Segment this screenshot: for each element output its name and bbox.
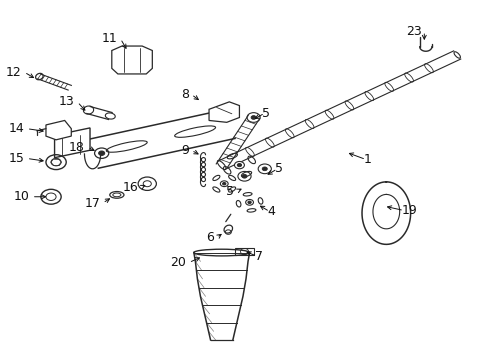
Text: 23: 23 — [405, 24, 421, 38]
Circle shape — [222, 183, 225, 185]
Circle shape — [237, 163, 241, 167]
Circle shape — [250, 116, 256, 120]
Circle shape — [262, 167, 267, 171]
Text: 5: 5 — [262, 107, 270, 120]
Text: 16: 16 — [122, 181, 138, 194]
Text: 12: 12 — [6, 66, 21, 78]
Circle shape — [245, 199, 253, 205]
Text: 5: 5 — [274, 162, 283, 175]
Polygon shape — [208, 102, 239, 122]
Text: 14: 14 — [8, 122, 24, 135]
Circle shape — [247, 201, 251, 203]
Text: 8: 8 — [181, 88, 188, 101]
Text: 19: 19 — [401, 204, 416, 217]
Text: 11: 11 — [102, 32, 118, 45]
Circle shape — [242, 174, 246, 178]
Text: 10: 10 — [13, 190, 29, 203]
Text: 18: 18 — [69, 141, 85, 154]
Text: 17: 17 — [84, 197, 100, 210]
Polygon shape — [112, 46, 152, 74]
Polygon shape — [55, 128, 90, 158]
Text: 1: 1 — [363, 153, 371, 166]
Polygon shape — [46, 121, 71, 140]
Text: 9: 9 — [181, 144, 188, 157]
Circle shape — [99, 151, 104, 156]
Text: 15: 15 — [8, 152, 24, 165]
Circle shape — [220, 181, 228, 186]
Text: 20: 20 — [170, 256, 186, 269]
Text: 5: 5 — [226, 185, 234, 198]
Text: 4: 4 — [267, 205, 275, 218]
Text: 6: 6 — [206, 231, 214, 244]
Text: 7: 7 — [254, 250, 262, 263]
Text: 13: 13 — [59, 95, 75, 108]
Circle shape — [234, 162, 244, 169]
Polygon shape — [235, 248, 253, 255]
